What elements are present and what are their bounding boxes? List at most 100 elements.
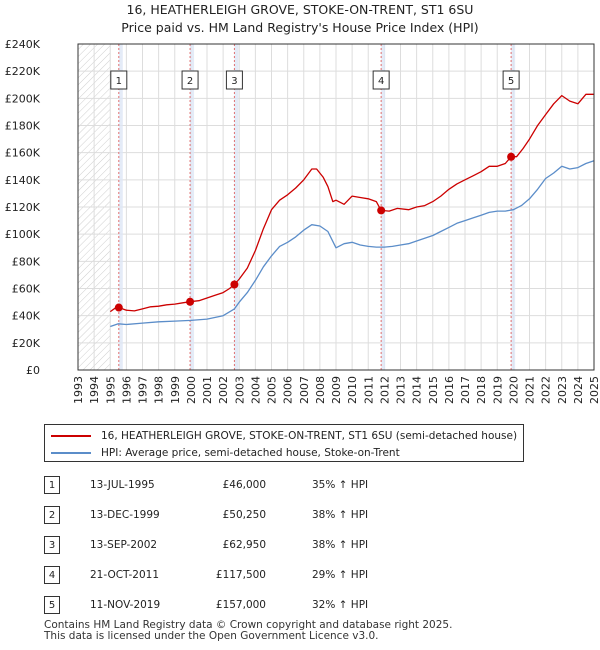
sale-date: 13-JUL-1995 <box>90 479 155 491</box>
x-tick-label: 2005 <box>266 376 279 404</box>
legend-item-property: 16, HEATHERLEIGH GROVE, STOKE-ON-TRENT, … <box>51 428 517 444</box>
x-tick-label: 1995 <box>104 376 117 404</box>
footer-copyright: Contains HM Land Registry data © Crown c… <box>44 619 453 631</box>
sale-hpi-change: 32% ↑ HPI <box>312 599 369 611</box>
sale-band <box>234 44 239 370</box>
y-tick-label: £60K <box>12 283 41 296</box>
sale-row: 3 13-SEP-2002 £62,950 38% ↑ HPI <box>0 536 600 556</box>
x-tick-label: 2000 <box>185 376 198 404</box>
y-tick-label: £160K <box>5 147 41 160</box>
footer: Contains HM Land Registry data © Crown c… <box>44 620 452 642</box>
y-tick-label: £100K <box>5 228 41 241</box>
sale-row: 2 13-DEC-1999 £50,250 38% ↑ HPI <box>0 506 600 526</box>
x-tick-label: 2025 <box>588 376 600 404</box>
sale-number: 1 <box>44 476 60 494</box>
sale-point <box>230 280 239 289</box>
y-tick-label: £220K <box>5 65 41 78</box>
sale-price: £62,950 <box>222 539 266 551</box>
x-tick-label: 2012 <box>378 376 391 404</box>
y-tick-label: £40K <box>12 310 41 323</box>
x-tick-label: 2023 <box>556 376 569 404</box>
sale-number-label: 4 <box>378 76 384 87</box>
sale-date: 11-NOV-2019 <box>90 599 161 611</box>
x-tick-label: 2019 <box>491 376 504 404</box>
x-tick-label: 2022 <box>540 376 553 404</box>
sale-number-box <box>372 70 390 90</box>
y-tick-label: £200K <box>5 92 41 105</box>
sale-point <box>377 206 386 215</box>
x-tick-label: 1999 <box>169 376 182 404</box>
y-tick-label: £20K <box>12 337 41 350</box>
y-tick-label: £120K <box>5 201 41 214</box>
x-tick-label: 2013 <box>395 376 408 404</box>
legend-label-hpi: HPI: Average price, semi-detached house,… <box>101 447 400 459</box>
sale-number-box <box>225 70 243 90</box>
sale-number: 2 <box>44 506 60 524</box>
sale-number: 5 <box>44 596 60 614</box>
sale-date: 13-SEP-2002 <box>90 539 158 551</box>
legend-swatch-property <box>51 435 91 437</box>
sale-band <box>118 44 123 370</box>
footer-licence: This data is licensed under the Open Gov… <box>44 630 379 642</box>
x-tick-label: 2008 <box>314 376 327 404</box>
x-tick-label: 2014 <box>411 376 424 404</box>
x-tick-label: 2010 <box>346 376 359 404</box>
price-chart: 1 2 3 4 5 £0 £20K £40K £60K £80K £100K £120K £140K £… <box>5 38 600 404</box>
x-tick-label: 1996 <box>120 376 133 404</box>
x-tick-label: 2016 <box>443 376 456 404</box>
sale-price: £117,500 <box>215 569 266 581</box>
sale-number: 4 <box>44 566 60 584</box>
x-tick-label: 2020 <box>507 376 520 404</box>
sale-number: 3 <box>44 536 60 554</box>
hpi-line <box>110 160 595 328</box>
chart-subtitle: Price paid vs. HM Land Registry's House … <box>121 20 479 35</box>
sale-hpi-change: 29% ↑ HPI <box>312 569 369 581</box>
sale-number-label: 5 <box>508 76 514 87</box>
x-tick-label: 2011 <box>362 376 375 404</box>
y-tick-label: £180K <box>5 120 41 133</box>
x-tick-label: 1994 <box>88 376 101 404</box>
x-tick-label: 2002 <box>217 376 230 404</box>
sale-price: £50,250 <box>222 509 266 521</box>
sale-row: 1 13-JUL-1995 £46,000 35% ↑ HPI <box>0 476 600 496</box>
x-tick-label: 2024 <box>572 376 585 404</box>
y-tick-label: £0 <box>26 364 40 377</box>
sale-date: 13-DEC-1999 <box>90 509 160 521</box>
y-tick-label: £80K <box>12 255 41 268</box>
sale-hpi-change: 38% ↑ HPI <box>312 539 369 551</box>
x-tick-label: 2003 <box>233 376 246 404</box>
sale-band <box>190 44 195 370</box>
x-tick-label: 2006 <box>282 376 295 404</box>
sale-point <box>507 152 516 161</box>
plot-frame <box>77 43 595 371</box>
legend-label-property: 16, HEATHERLEIGH GROVE, STOKE-ON-TRENT, … <box>101 430 518 442</box>
sale-number-label: 1 <box>116 76 122 87</box>
sale-date: 21-OCT-2011 <box>90 569 159 581</box>
y-tick-label: £140K <box>5 174 41 187</box>
sale-number-label: 2 <box>187 76 193 87</box>
x-tick-label: 2007 <box>298 376 311 404</box>
sale-number-label: 3 <box>231 76 237 87</box>
sale-number-box <box>502 70 520 90</box>
x-tick-label: 2009 <box>330 376 343 404</box>
x-tick-label: 2021 <box>524 376 537 404</box>
x-tick-label: 1997 <box>137 376 150 404</box>
sale-price: £157,000 <box>215 599 266 611</box>
sale-row: 5 11-NOV-2019 £157,000 32% ↑ HPI <box>0 596 600 616</box>
legend-swatch-hpi <box>51 452 91 454</box>
sale-number-box <box>181 70 199 90</box>
x-tick-label: 2004 <box>249 376 262 404</box>
sale-price: £46,000 <box>222 479 266 491</box>
x-tick-label: 2018 <box>475 376 488 404</box>
sale-number-box <box>110 70 128 90</box>
x-tick-label: 1998 <box>153 376 166 404</box>
sale-point <box>186 297 195 306</box>
x-tick-label: 2015 <box>427 376 440 404</box>
sale-hpi-change: 38% ↑ HPI <box>312 509 369 521</box>
x-tick-label: 2017 <box>459 376 472 404</box>
x-tick-label: 1993 <box>72 376 85 404</box>
x-tick-label: 2001 <box>201 376 214 404</box>
chart-title: 16, HEATHERLEIGH GROVE, STOKE-ON-TRENT, … <box>126 2 474 17</box>
legend-item-hpi: HPI: Average price, semi-detached house,… <box>51 445 400 461</box>
sale-row: 4 21-OCT-2011 £117,500 29% ↑ HPI <box>0 566 600 586</box>
